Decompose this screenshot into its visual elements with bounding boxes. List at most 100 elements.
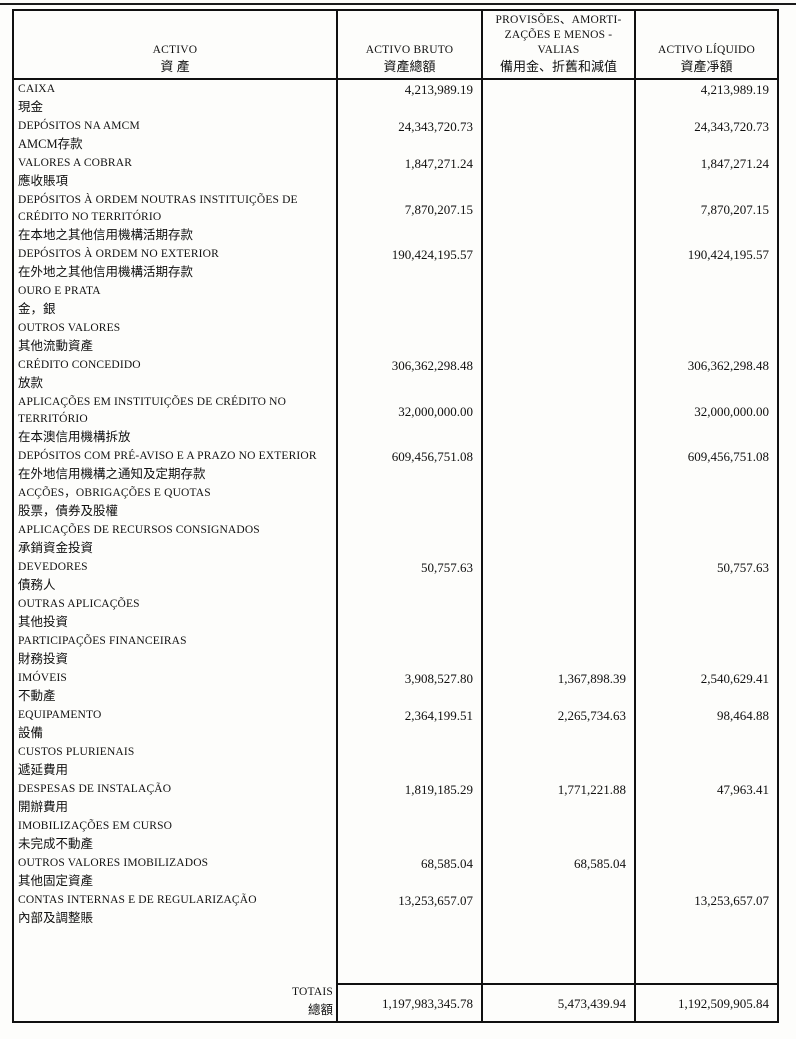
row-label-cn: 其他投資 xyxy=(18,615,69,629)
row-label: CRÉDITO CONCEDIDO 放款 xyxy=(14,356,336,393)
table-row: IMÓVEIS 不動產 3,908,527.80 1,367,898.39 2,… xyxy=(14,669,777,706)
row-label-cn: AMCM存款 xyxy=(18,137,83,151)
cell-provisoes xyxy=(481,319,634,356)
cell-activo-liquido xyxy=(634,521,777,558)
row-label-cn: 在外地信用機構之通知及定期存款 xyxy=(18,467,206,481)
cell-activo-liquido: 306,362,298.48 xyxy=(634,356,777,393)
row-label-cn: 在本澳信用機構拆放 xyxy=(18,430,131,444)
value-provisoes: 1,771,221.88 xyxy=(557,782,626,797)
row-label-pt: OUTRAS APLICAÇÕES xyxy=(18,598,140,610)
value-activo-bruto: 306,362,298.48 xyxy=(391,358,473,373)
filler-provisoes xyxy=(481,928,634,983)
header-activo-liquido-pt: ACTIVO LÍQUIDO xyxy=(657,44,756,56)
row-label: DESPESAS DE INSTALAÇÃO 開辦費用 xyxy=(14,780,336,817)
cell-activo-bruto: 24,343,720.73 xyxy=(336,117,481,154)
cell-activo-bruto: 1,847,271.24 xyxy=(336,154,481,191)
table-row: APLICAÇÕES EM INSTITUIÇÕES DE CRÉDITO NO… xyxy=(14,393,777,447)
value-activo-liquido: 47,963.41 xyxy=(717,782,769,797)
header-cell-activo: ACTIVO 資 產 xyxy=(14,11,336,78)
row-label-pt: DEPÓSITOS COM PRÉ-AVISO E A PRAZO NO EXT… xyxy=(18,450,317,462)
balance-sheet-table: ACTIVO 資 產 ACTIVO BRUTO 資產總額 PROVISÕES、A… xyxy=(12,9,779,1023)
cell-activo-liquido xyxy=(634,282,777,319)
row-label-cn: 現金 xyxy=(18,100,44,114)
row-label-cn: 承銷資金投資 xyxy=(18,541,94,555)
cell-activo-liquido xyxy=(634,632,777,669)
totals-activo-liquido: 1,192,509,905.84 xyxy=(634,983,777,1021)
row-label-pt: CONTAS INTERNAS E DE REGULARIZAÇÃO xyxy=(18,894,257,906)
cell-provisoes xyxy=(481,393,634,447)
header-activo-pt: ACTIVO xyxy=(152,44,198,56)
table-row: DEPÓSITOS À ORDEM NOUTRAS INSTITUIÇÕES D… xyxy=(14,191,777,245)
cell-provisoes: 68,585.04 xyxy=(481,854,634,891)
totals-activo-bruto: 1,197,983,345.78 xyxy=(336,983,481,1021)
row-label-cn: 放款 xyxy=(18,376,44,390)
cell-activo-liquido: 13,253,657.07 xyxy=(634,891,777,928)
table-row: DEVEDORES 債務人 50,757.63 50,757.63 xyxy=(14,558,777,595)
row-label-pt: DESPESAS DE INSTALAÇÃO xyxy=(18,783,172,795)
row-label-pt: IMOBILIZAÇÕES EM CURSO xyxy=(18,820,173,832)
header-cell-provisoes: PROVISÕES、AMORTI- ZAÇÕES E MENOS - VALIA… xyxy=(481,11,634,78)
header-provisoes-pt-line1: PROVISÕES、AMORTI- xyxy=(495,14,622,26)
table-row: ACÇÕES，OBRIGAÇÕES E QUOTAS 股票，債券及股權 xyxy=(14,484,777,521)
value-activo-bruto: 7,870,207.15 xyxy=(404,201,473,217)
cell-activo-bruto: 32,000,000.00 xyxy=(336,393,481,447)
value-provisoes: 68,585.04 xyxy=(574,856,626,871)
filler-liquido xyxy=(634,928,777,983)
filler-label xyxy=(14,928,336,983)
row-label-cn: 開辦費用 xyxy=(18,800,69,814)
cell-provisoes xyxy=(481,521,634,558)
row-label-cn: 財務投資 xyxy=(18,652,69,666)
cell-provisoes: 1,771,221.88 xyxy=(481,780,634,817)
value-activo-liquido: 24,343,720.73 xyxy=(694,119,769,134)
table-row: OURO E PRATA 金，銀 xyxy=(14,282,777,319)
cell-activo-liquido: 609,456,751.08 xyxy=(634,447,777,484)
row-label: PARTICIPAÇÕES FINANCEIRAS 財務投資 xyxy=(14,632,336,669)
value-activo-bruto: 50,757.63 xyxy=(421,560,473,575)
cell-activo-bruto: 609,456,751.08 xyxy=(336,447,481,484)
totals-row: TOTAIS 總額 1,197,983,345.78 5,473,439.94 … xyxy=(14,983,777,1021)
table-row: OUTRAS APLICAÇÕES 其他投資 xyxy=(14,595,777,632)
cell-provisoes xyxy=(481,282,634,319)
cell-activo-bruto: 3,908,527.80 xyxy=(336,669,481,706)
table-row: APLICAÇÕES DE RECURSOS CONSIGNADOS 承銷資金投… xyxy=(14,521,777,558)
cell-activo-bruto xyxy=(336,632,481,669)
row-label: DEPÓSITOS À ORDEM NOUTRAS INSTITUIÇÕES D… xyxy=(14,191,336,245)
cell-activo-bruto: 2,364,199.51 xyxy=(336,706,481,743)
row-label-pt: VALORES A COBRAR xyxy=(18,157,133,169)
cell-provisoes xyxy=(481,154,634,191)
row-label: VALORES A COBRAR 應收賬項 xyxy=(14,154,336,191)
cell-activo-bruto: 7,870,207.15 xyxy=(336,191,481,245)
row-label-pt: DEPÓSITOS NA AMCM xyxy=(18,120,140,132)
cell-activo-liquido: 98,464.88 xyxy=(634,706,777,743)
value-activo-bruto: 2,364,199.51 xyxy=(404,708,473,723)
cell-activo-liquido xyxy=(634,595,777,632)
cell-provisoes xyxy=(481,245,634,282)
row-label-cn: 其他流動資產 xyxy=(18,339,94,353)
cell-activo-bruto xyxy=(336,817,481,854)
row-label: OUTRAS APLICAÇÕES 其他投資 xyxy=(14,595,336,632)
row-label: OUTROS VALORES 其他流動資產 xyxy=(14,319,336,356)
table-row: DEPÓSITOS NA AMCM AMCM存款 24,343,720.73 2… xyxy=(14,117,777,154)
cell-provisoes xyxy=(481,891,634,928)
table-row: CAIXA 現金 4,213,989.19 4,213,989.19 xyxy=(14,80,777,117)
header-provisoes-pt-line2: ZAÇÕES E MENOS - xyxy=(504,29,613,41)
cell-activo-liquido: 1,847,271.24 xyxy=(634,154,777,191)
row-label-cn: 股票，債券及股權 xyxy=(18,504,119,518)
row-label-pt: CRÉDITO CONCEDIDO xyxy=(18,359,141,371)
cell-provisoes xyxy=(481,191,634,245)
value-activo-liquido: 609,456,751.08 xyxy=(687,449,769,464)
table-row: EQUIPAMENTO 設備 2,364,199.51 2,265,734.63… xyxy=(14,706,777,743)
cell-provisoes xyxy=(481,356,634,393)
row-label-cn: 金，銀 xyxy=(18,302,56,316)
cell-activo-bruto: 68,585.04 xyxy=(336,854,481,891)
cell-activo-bruto xyxy=(336,484,481,521)
row-label-cn: 應收賬項 xyxy=(18,174,69,188)
value-activo-liquido: 190,424,195.57 xyxy=(687,247,769,262)
row-label-cn: 不動產 xyxy=(18,689,56,703)
header-cell-activo-liquido: ACTIVO LÍQUIDO 資產凈額 xyxy=(634,11,777,78)
cell-provisoes: 1,367,898.39 xyxy=(481,669,634,706)
totals-activo-bruto-value: 1,197,983,345.78 xyxy=(382,995,473,1011)
value-activo-bruto: 68,585.04 xyxy=(421,856,473,871)
value-activo-bruto: 13,253,657.07 xyxy=(398,893,473,908)
cell-activo-bruto: 4,213,989.19 xyxy=(336,80,481,117)
